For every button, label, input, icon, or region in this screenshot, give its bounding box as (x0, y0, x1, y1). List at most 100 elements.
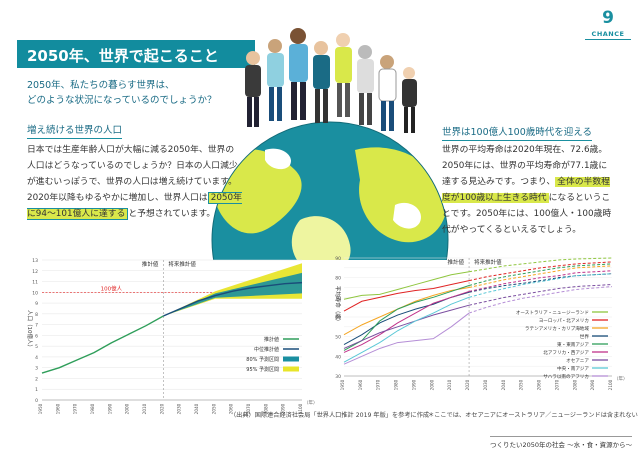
x-tick-label: 2080 (263, 403, 268, 414)
life-expectancy-chart: 30 40 50 60 70 80 90 1950 1960 1970 1980 1990 2000 20… (334, 256, 628, 390)
region-label-projection: 将来推計値 (474, 258, 502, 266)
x-tick-label: 2020 (159, 403, 164, 414)
series-line-projection (468, 257, 613, 273)
x-tick-label: 2020 (465, 379, 470, 390)
y-tick-label: 30 (335, 374, 341, 380)
y-tick-label: 0 (35, 398, 38, 404)
legend-label: 推計値 (264, 336, 279, 343)
lifespan-heading: 世界は100億人100歳時代を迎える (442, 124, 592, 141)
y-tick-label: 12 (32, 269, 38, 275)
x-tick-label: 2010 (447, 379, 452, 390)
page-brand: CHANCE (585, 30, 631, 40)
y-tick-label: 70 (335, 295, 341, 301)
y-tick-label: 50 (335, 335, 341, 341)
y-tick-label: 13 (32, 258, 38, 264)
series-line (343, 271, 470, 300)
lifespan-text-before: 世界の平均寿命は2020年現在、72.6歳。2050年には、世界の平均寿命が77… (442, 145, 608, 187)
x-tick-label: 2060 (537, 379, 542, 390)
y-tick-label: 90 (335, 256, 341, 262)
reference-label: 100億人 (101, 284, 123, 292)
intro-line-2: どのような状況になっているのでしょうか？ (27, 95, 217, 106)
legend-label: ヨーロッパ・北アメリカ (539, 317, 589, 324)
intro: 2050年、私たちの暮らす世界は、 どのような状況になっているのでしょうか？ (27, 78, 297, 108)
series-line-projection (468, 273, 613, 298)
y-tick-label: 7 (35, 323, 38, 329)
y-tick-label: 9 (35, 301, 38, 307)
legend-label: サハラ以南のアフリカ (543, 373, 589, 380)
x-tick-label: 2080 (572, 379, 577, 390)
y-tick-label: 1 (35, 387, 38, 393)
x-tick-label: 1980 (90, 403, 95, 414)
prediction-band (163, 272, 302, 316)
series-line (343, 285, 470, 351)
y-axis-label: 平均寿命（歳） (334, 286, 342, 325)
region-label-projection: 将来推計値 (168, 260, 196, 268)
x-tick-label: 2040 (194, 403, 199, 414)
y-tick-label: 60 (335, 315, 341, 321)
x-tick-label: 2040 (501, 379, 506, 390)
x-tick-label: 1990 (107, 403, 112, 414)
population-text: 日本では生産年齢人口が大幅に減る2050年、世界の人口はどうなっているのでしょう… (27, 142, 242, 222)
y-tick-label: 5 (35, 344, 38, 350)
x-axis-label: （年） (614, 375, 628, 382)
y-tick-label: 2 (35, 376, 38, 382)
region-label-estimate: 推計値 (142, 260, 159, 268)
series-line-projection (468, 261, 613, 282)
footnote: ＊ここでは、オセアニアにオーストラリア／ニュージーランドは含まれない (428, 412, 638, 419)
series-line-projection (468, 286, 613, 314)
x-tick-label: 1960 (55, 403, 60, 414)
x-tick-label: 1970 (376, 379, 381, 390)
y-tick-label: 10 (32, 290, 38, 296)
series-line (343, 312, 470, 365)
series-line-projection (468, 263, 613, 287)
page-footer: つくりたい2050年の社会 ～水・食・資源から～ (490, 436, 633, 449)
x-tick-label: 2090 (590, 379, 595, 390)
population-text-after: と予想されています。 (128, 209, 216, 219)
page-number: 9 (602, 8, 614, 28)
legend-label: 80% 予測区間 (246, 356, 279, 363)
page-title: 2050年、世界で起こること (17, 40, 255, 68)
region-label-estimate: 推計値 (448, 258, 465, 266)
legend-label: オセアニア (566, 358, 589, 364)
legend-label: 東・東南アジア (557, 341, 589, 348)
intro-line-1: 2050年、私たちの暮らす世界は、 (27, 80, 175, 91)
x-tick-label: 1980 (394, 379, 399, 390)
legend-swatch (283, 366, 299, 372)
x-tick-label: 2000 (125, 403, 130, 414)
x-tick-label: 2060 (229, 403, 234, 414)
series-line (343, 280, 470, 312)
source-note: （出典）国際連合経済社会局「世界人口推計 2019 年版」を参考に作成 (230, 412, 430, 419)
y-tick-label: 4 (35, 355, 38, 361)
y-tick-label: 8 (35, 312, 38, 318)
x-tick-label: 1970 (73, 403, 78, 414)
series-line (343, 296, 470, 363)
legend-label: 世界 (580, 333, 590, 340)
legend-label: 中位推計値 (254, 346, 279, 353)
legend-label: ラテンアメリカ・カリブ海地域 (525, 325, 589, 332)
x-tick-label: 2100 (298, 403, 303, 414)
legend-label: 中央・南アジア (557, 365, 589, 372)
lifespan-text-after: になるということです。2050年には、100億人・100歳時代がやってくるといえ… (442, 193, 612, 235)
population-heading: 増え続ける世界の人口 (27, 122, 123, 139)
y-axis-label: 人口（10億人） (26, 310, 34, 350)
y-tick-label: 3 (35, 366, 38, 372)
x-tick-label: 2010 (142, 403, 147, 414)
y-tick-label: 11 (32, 280, 38, 286)
x-tick-label: 2050 (211, 403, 216, 414)
legend-label: 北アフリカ・西アジア (543, 349, 589, 356)
legend-swatch (283, 356, 299, 362)
y-tick-label: 80 (335, 276, 341, 282)
series-line (343, 290, 470, 353)
x-tick-label: 1990 (411, 379, 416, 390)
x-tick-label: 2030 (177, 403, 182, 414)
lifespan-text: 世界の平均寿命は2020年現在、72.6歳。2050年には、世界の平均寿命が77… (442, 142, 614, 238)
x-axis-label: （年） (304, 399, 318, 406)
x-tick-label: 2000 (429, 379, 434, 390)
x-tick-label: 1950 (340, 379, 345, 390)
x-tick-label: 1960 (358, 379, 363, 390)
x-tick-label: 2100 (608, 379, 613, 390)
x-tick-label: 2050 (519, 379, 524, 390)
series-line-projection (468, 284, 613, 306)
